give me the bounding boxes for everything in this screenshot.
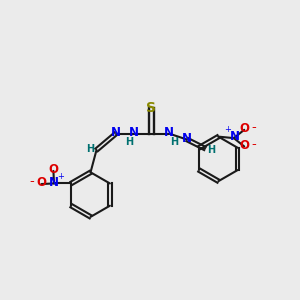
Text: H: H xyxy=(125,137,133,147)
Text: O: O xyxy=(48,163,59,176)
Text: -: - xyxy=(251,121,256,134)
Text: H: H xyxy=(208,145,216,155)
Text: N: N xyxy=(49,176,59,189)
Text: N: N xyxy=(164,126,174,139)
Text: O: O xyxy=(240,139,250,152)
Text: -: - xyxy=(30,175,34,188)
Text: H: H xyxy=(170,137,178,147)
Text: O: O xyxy=(36,176,46,189)
Text: O: O xyxy=(240,122,250,135)
Text: N: N xyxy=(230,130,239,143)
Text: H: H xyxy=(86,143,94,154)
Text: +: + xyxy=(224,125,231,134)
Text: N: N xyxy=(182,132,192,145)
Text: N: N xyxy=(111,126,121,139)
Text: N: N xyxy=(129,126,139,139)
Text: +: + xyxy=(57,172,64,181)
Text: S: S xyxy=(146,101,157,116)
Text: -: - xyxy=(251,138,256,151)
